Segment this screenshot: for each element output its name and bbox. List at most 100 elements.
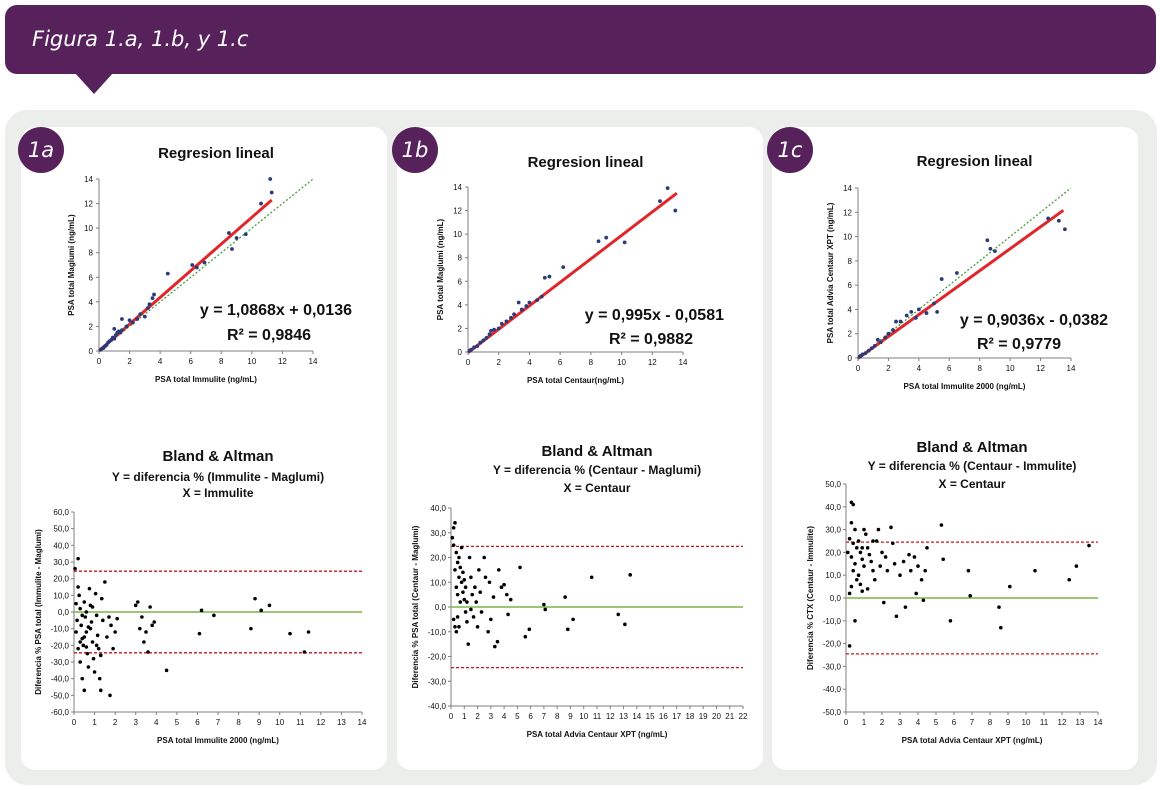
1c-bland-altman-point [1087,543,1091,548]
1c-bland-altman-point [1008,584,1012,589]
1a-bland-altman-point [84,645,89,649]
1c-bland-altman-point [1074,564,1079,568]
1a-regression-point [130,320,135,325]
1a-bland-altman-point [82,688,87,693]
1b-bland-altman-y-tick-label: 20,0 [430,554,446,563]
1b-bland-altman-y-tick-label: 30,0 [430,529,446,538]
panel-1b [397,127,763,770]
1a-bland-altman-point [94,613,99,618]
1b-bland-altman-y-tick-label: -20,0 [428,653,447,662]
1c-bland-altman-point [883,555,888,559]
1a-regression-point [194,265,199,270]
1b-bland-altman-x-tick-label: 6 [528,712,533,721]
1b-bland-altman-point [523,634,528,639]
1b-bland-altman-point [616,612,621,617]
1b-regression-point [478,340,483,345]
1c-bland-altman-point [948,619,953,623]
1b-bland-altman-point [489,617,493,622]
1b-bland-altman-x-tick-label: 16 [659,712,668,721]
1c-regression-x-tick-label: 6 [947,364,952,373]
1c-regression-point [1056,218,1061,223]
1b-bland-altman-point [457,575,461,580]
1b-bland-altman-point [527,627,532,632]
1c-bland-altman-point [858,550,863,555]
1a-bland-altman-point [93,591,98,596]
1a-bland-altman-point [140,615,144,619]
1a-bland-altman-point [74,601,78,606]
1b-bland-altman-point [477,568,481,572]
1a-bland-altman-point [135,600,140,604]
1c-bland-altman-title: Bland & Altman [916,439,1027,456]
1c-regression-point [988,246,993,251]
1b-regression-point [489,328,493,333]
1b-bland-altman-point [623,622,627,627]
1c-bland-altman-point [1033,568,1037,573]
1b-bland-altman-point [474,600,479,604]
1b-bland-altman-point [454,629,459,634]
1c-bland-altman-x-tick-label: 8 [988,718,993,727]
1c-regression-point [916,307,921,312]
1a-regression-point [202,260,207,265]
1a-bland-altman-point [212,613,216,618]
1a-bland-altman-x-tick-label: 6 [195,718,200,727]
1c-bland-altman-subtitle-x: X = Centaur [938,477,1005,491]
1a-bland-altman-point [103,580,107,584]
1b-bland-altman-point [469,607,473,612]
1c-bland-altman-point [849,520,854,525]
1a-bland-altman-point [115,616,119,621]
1c-bland-altman-point [885,568,890,573]
1b-bland-altman-point [458,565,463,570]
1a-bland-altman-point [88,626,93,631]
1c-bland-altman-point [853,619,857,623]
1b-regression-regression-line [467,192,678,354]
1c-bland-altman-point [864,532,868,536]
1a-bland-altman-point [152,620,157,624]
1c-regression-y-axis-label: PSA total Advia Centaur XPT (ng/mL) [826,202,835,343]
1a-bland-altman-point [164,668,169,673]
1b-bland-altman-point [465,620,469,624]
1a-regression-point [120,328,124,333]
1a-regression-point [152,292,156,297]
1c-bland-altman-y-tick-label: 0,0 [830,594,842,603]
1a-bland-altman-x-tick-label: 11 [296,718,305,727]
1b-regression-y-tick-label: 8 [458,254,463,263]
1b-bland-altman-x-tick-label: 8 [555,712,560,721]
1c-bland-altman-x-tick-label: 13 [1076,718,1085,727]
1b-bland-altman-x-tick-label: 14 [632,712,641,721]
1c-bland-altman-point [847,644,852,648]
1a-bland-altman-point [95,633,100,638]
1a-bland-altman-point [199,608,204,613]
1a-bland-altman-x-axis-label: PSA total Immulite 2000 (ng/mL) [157,736,279,745]
1a-bland-altman-point [107,615,111,619]
1b-bland-altman-point [479,610,484,614]
1c-regression-point [869,346,874,351]
1a-regression-x-tick-label: 2 [127,357,132,366]
figure-header-bar: Figura 1.a, 1.b, y 1.c [5,5,1156,74]
1a-regression-x-tick-label: 12 [278,357,287,366]
1a-bland-altman-point [92,670,97,674]
1b-bland-altman-point [487,580,492,585]
1c-bland-altman-x-tick-label: 11 [1040,718,1049,727]
1c-bland-altman-point [889,525,893,530]
1c-bland-altman-y-tick-label: 30,0 [825,526,841,535]
1b-regression-x-tick-label: 12 [648,358,657,367]
1a-regression-identity-line [98,178,314,352]
1a-bland-altman-y-tick-label: 0,0 [58,608,70,617]
1b-bland-altman-point [542,602,546,607]
1a-regression-x-axis-label: PSA total Immulite (ng/mL) [155,375,257,384]
1b-bland-altman-point [508,597,513,602]
1c-bland-altman-point [873,577,877,582]
1c-regression-y-tick-label: 14 [843,184,852,193]
1b-regression-point [622,240,627,245]
1b-regression-y-axis-label: PSA total Maglumi (ng/mL) [436,218,445,320]
1b-bland-altman-point [471,615,476,619]
1a-regression-x-tick-label: 10 [247,357,256,366]
1a-bland-altman-point [148,605,152,609]
1b-bland-altman-point [491,595,496,599]
1c-bland-altman-point [912,555,917,559]
1b-regression-y-tick-label: 10 [453,230,462,239]
1a-regression-point [190,263,195,267]
1a-regression-x-tick-label: 0 [97,357,102,366]
1b-bland-altman-point [502,582,506,587]
1c-bland-altman-point [997,605,1001,609]
